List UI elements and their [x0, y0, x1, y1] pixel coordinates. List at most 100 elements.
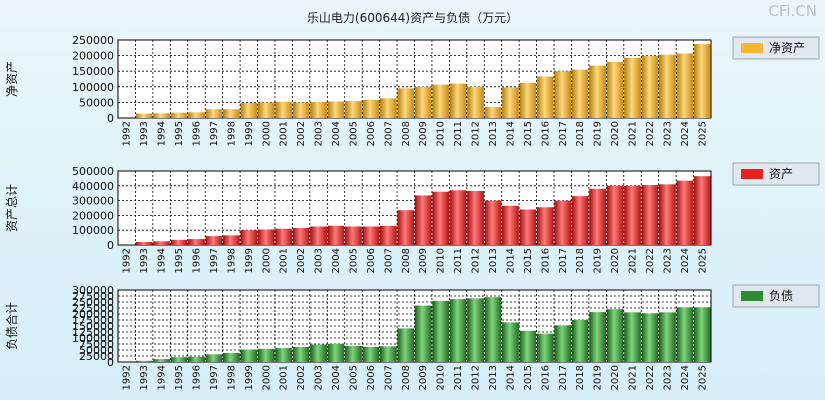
bar-1997: [205, 236, 223, 245]
x-tick-label: 2002: [296, 365, 307, 390]
x-tick-label: 2011: [453, 248, 464, 273]
bar-2001: [275, 348, 293, 362]
y-axis-label: 负债合计: [4, 302, 19, 350]
x-tick-label: 2019: [593, 248, 604, 273]
x-tick-label: 2022: [645, 365, 656, 390]
y-tick-label: 225000: [72, 302, 114, 315]
bar-1997: [205, 109, 223, 118]
bar-2008: [397, 88, 415, 118]
bar-2007: [379, 225, 397, 245]
bar-2011: [449, 190, 467, 245]
bar-2020: [606, 185, 624, 245]
bar-2005: [345, 226, 362, 245]
x-tick-label: 2016: [540, 365, 551, 390]
bar-2004: [327, 344, 345, 362]
y-axis-label: 净资产: [5, 61, 19, 97]
bar-2019: [589, 312, 607, 362]
x-tick-label: 2012: [471, 121, 482, 146]
x-tick-label: 2022: [645, 248, 656, 273]
x-tick-label: 1992: [122, 121, 133, 146]
x-tick-label: 2010: [436, 365, 447, 390]
bar-2000: [257, 229, 275, 245]
x-tick-label: 2014: [505, 248, 516, 273]
y-tick-label: 0: [107, 356, 114, 369]
bar-2016: [536, 333, 554, 362]
x-tick-label: 1996: [191, 248, 202, 273]
bar-1995: [170, 112, 188, 118]
bar-2018: [571, 196, 589, 245]
x-tick-label: 2007: [383, 365, 394, 390]
y-tick-label: 50000: [79, 96, 114, 109]
bar-2006: [362, 346, 380, 362]
bar-2011: [449, 83, 467, 118]
bar-1999: [240, 349, 258, 362]
bar-2023: [659, 312, 676, 362]
x-tick-label: 1994: [157, 121, 168, 146]
x-tick-label: 2013: [488, 365, 499, 390]
legend-swatch: [741, 43, 763, 53]
x-tick-label: 2023: [662, 121, 673, 146]
y-tick-label: 250000: [72, 34, 114, 47]
y-tick-label: 100000: [72, 224, 114, 237]
legend-box: [732, 36, 820, 60]
bar-2009: [414, 195, 432, 245]
x-tick-label: 2012: [471, 248, 482, 273]
panel-2: 0250005000075000100000125000150000175000…: [4, 284, 820, 390]
bar-2013: [484, 107, 502, 118]
x-tick-label: 2008: [401, 365, 412, 390]
bar-2012: [467, 190, 484, 245]
x-tick-label: 2015: [523, 365, 534, 390]
bar-2018: [571, 69, 589, 118]
panel-0: 0 50000 100000 150000 200000 250000 1992 1993 19…: [5, 34, 820, 146]
x-tick-label: 1995: [174, 121, 185, 146]
bar-2010: [432, 84, 450, 118]
x-tick-label: 2006: [366, 365, 377, 390]
y-tick-label: 400000: [72, 180, 114, 193]
x-tick-label: 2009: [418, 121, 429, 146]
x-tick-label: 2012: [471, 365, 482, 390]
x-tick-label: 1992: [122, 248, 133, 273]
x-tick-label: 2024: [680, 248, 691, 273]
x-tick-label: 2017: [558, 365, 569, 390]
x-tick-label: 1999: [244, 121, 255, 146]
legend: 净资产: [732, 36, 820, 60]
bar-1998: [222, 235, 240, 245]
x-tick-label: 2023: [662, 248, 673, 273]
x-tick-label: 2018: [575, 365, 586, 390]
bar-1993: [135, 113, 153, 118]
bar-2003: [310, 102, 327, 118]
x-tick-label: 2009: [418, 248, 429, 273]
x-tick-label: 2013: [488, 121, 499, 146]
bar-2002: [292, 227, 310, 245]
x-tick-label: 2000: [261, 121, 272, 146]
bar-2022: [641, 313, 659, 362]
x-tick-label: 2024: [680, 121, 691, 146]
x-tick-label: 2024: [680, 365, 691, 390]
bar-2009: [414, 305, 432, 362]
bar-2022: [641, 185, 659, 245]
x-tick-label: 2003: [314, 248, 325, 273]
bar-2006: [362, 99, 380, 118]
x-tick-label: 1997: [209, 248, 220, 273]
legend-box: [732, 284, 820, 308]
x-tick-label: 1993: [139, 365, 150, 390]
x-tick-label: 1996: [191, 365, 202, 390]
x-tick-label: 2019: [593, 365, 604, 390]
bar-2021: [624, 185, 641, 245]
legend: 资产: [732, 162, 820, 186]
x-tick-label: 2008: [401, 248, 412, 273]
x-tick-label: 2025: [697, 121, 708, 146]
x-tick-label: 1995: [174, 365, 185, 390]
x-tick-label: 2005: [348, 248, 359, 273]
bar-2007: [379, 346, 397, 362]
bar-2012: [467, 298, 484, 362]
bar-1999: [240, 230, 258, 245]
legend-label: 资产: [769, 167, 793, 181]
legend: 负债: [732, 284, 820, 308]
x-tick-label: 1999: [244, 248, 255, 273]
x-tick-label: 2017: [558, 248, 569, 273]
x-tick-label: 2009: [418, 365, 429, 390]
bar-1993: [135, 360, 153, 362]
x-tick-label: 2004: [331, 248, 342, 273]
bar-1994: [153, 359, 170, 362]
